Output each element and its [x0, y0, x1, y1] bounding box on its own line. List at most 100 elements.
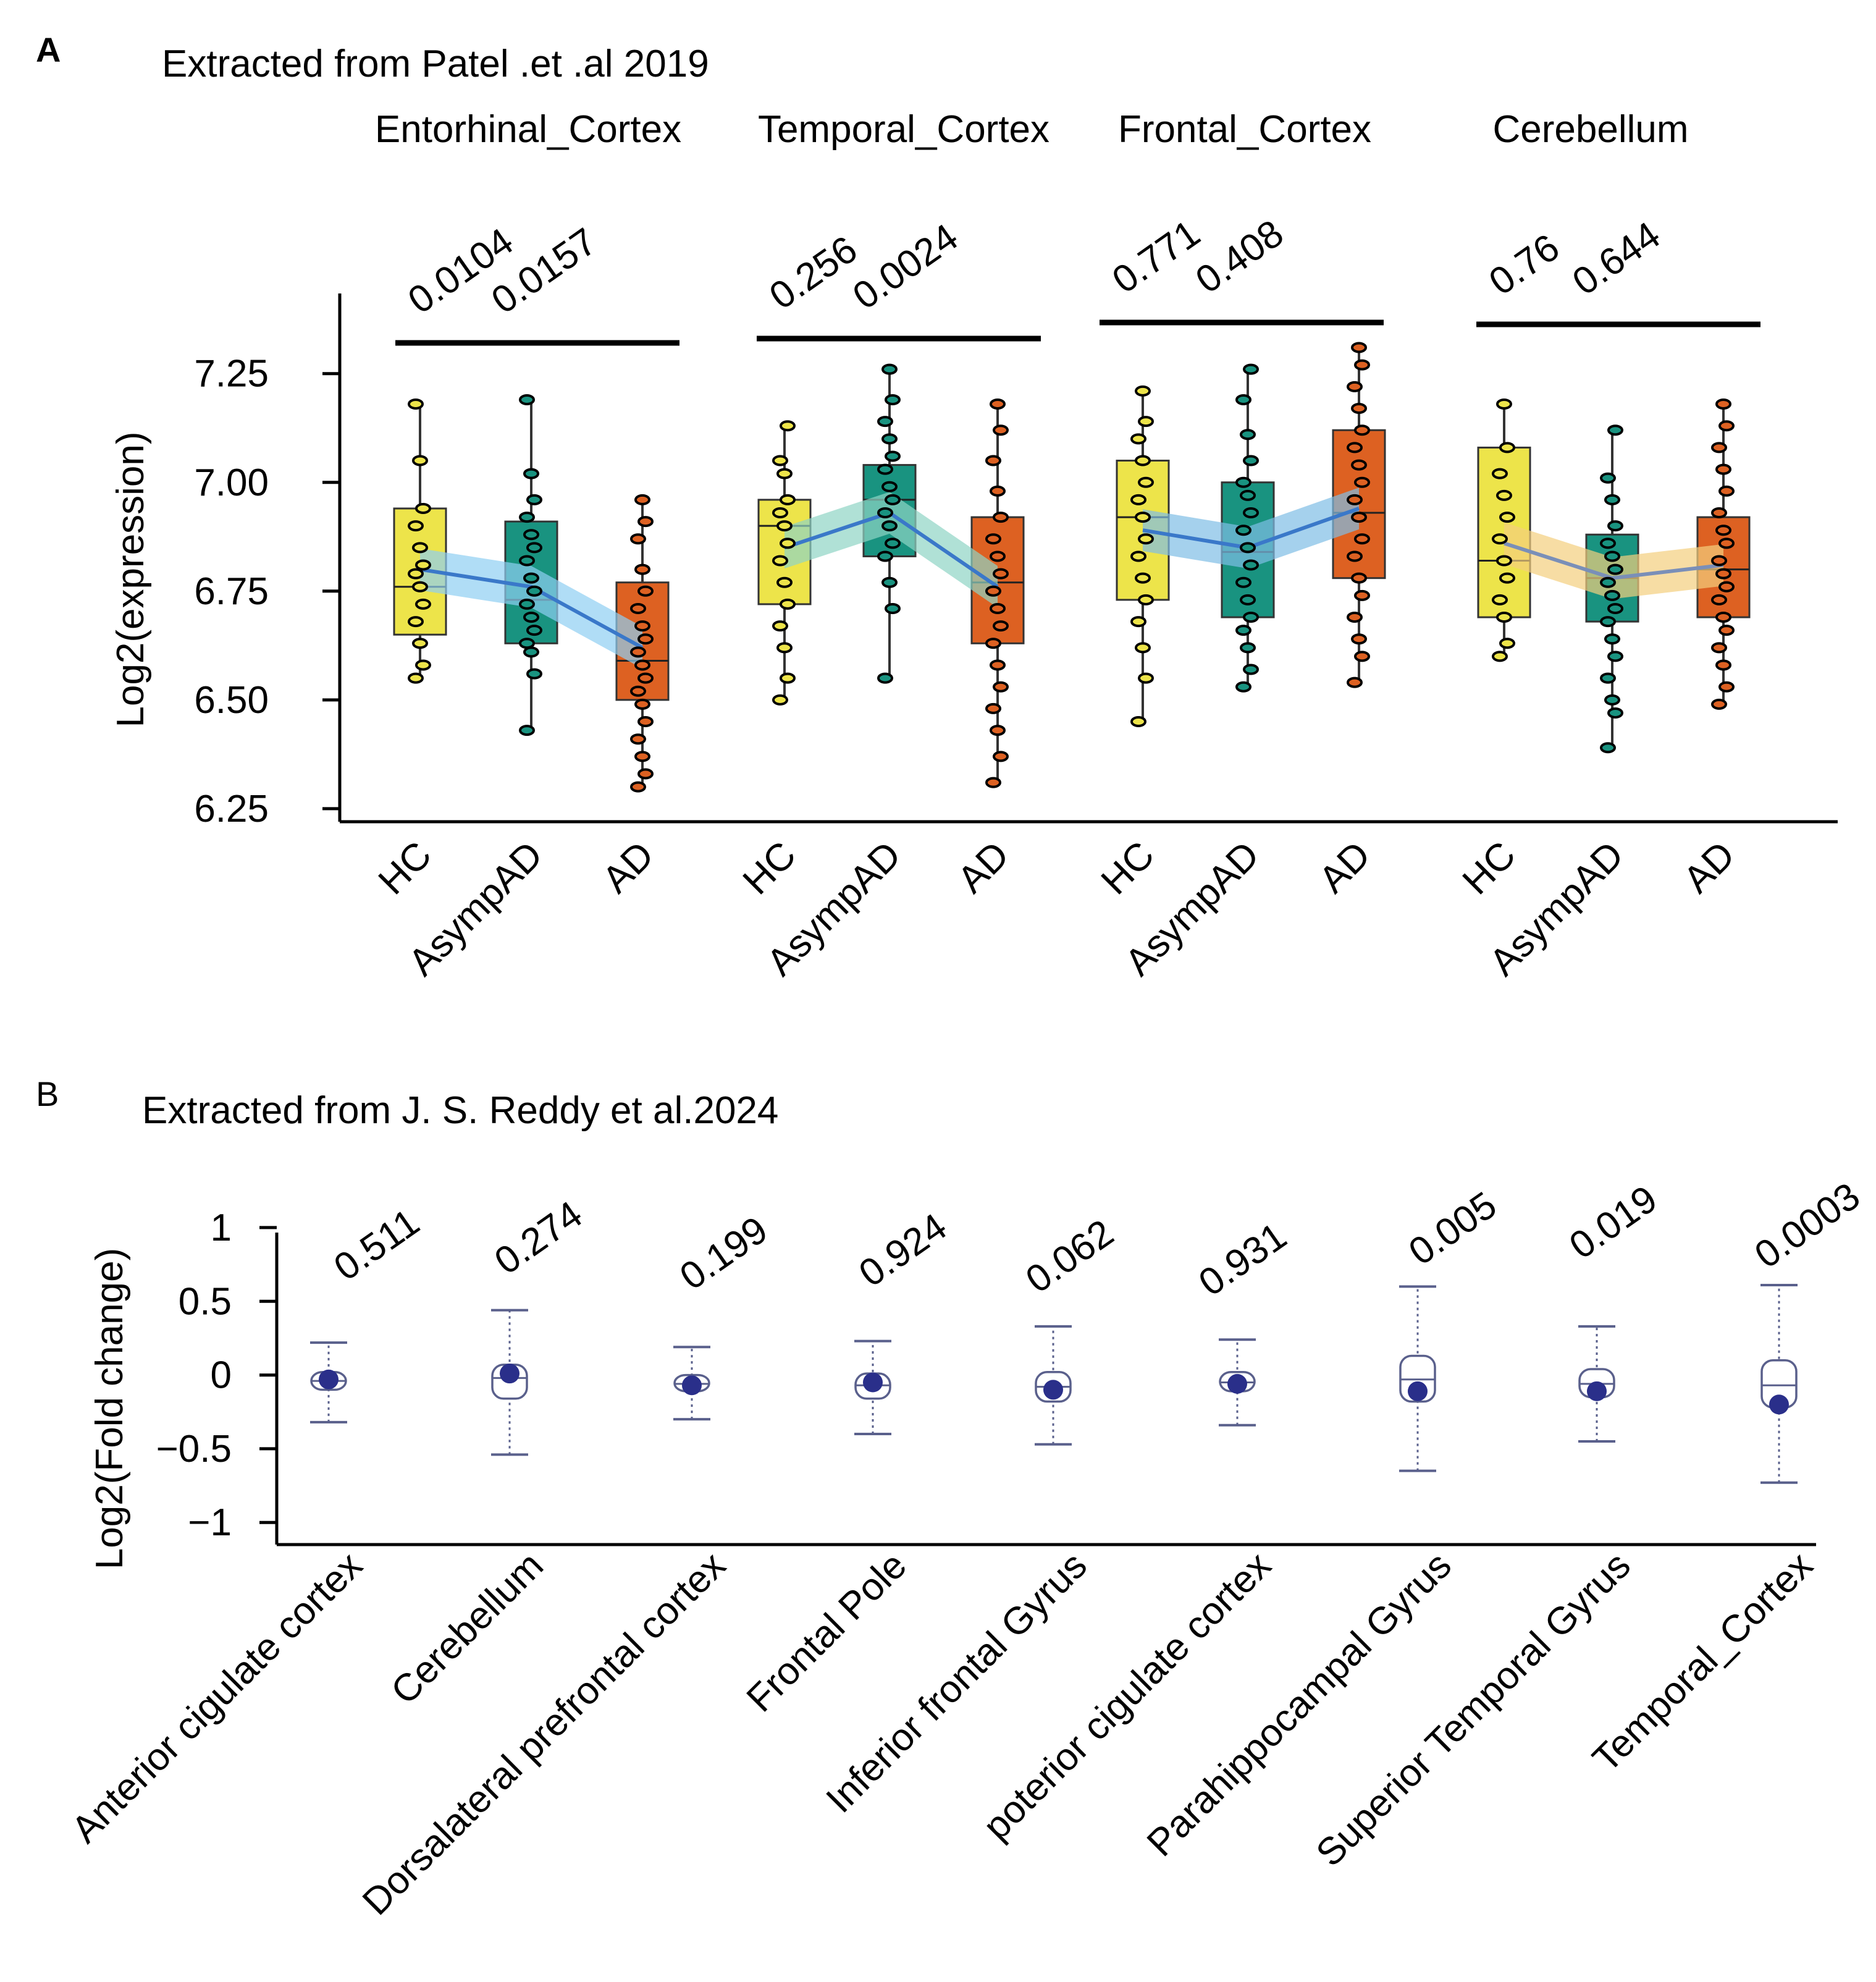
data-point	[885, 450, 901, 462]
p-value-label: 0.771	[1104, 212, 1208, 302]
data-point	[1604, 694, 1620, 706]
data-point	[1711, 698, 1727, 710]
data-point	[1499, 512, 1515, 523]
data-point	[630, 685, 646, 697]
data-point	[1351, 633, 1367, 645]
data-point	[985, 455, 1001, 466]
data-point	[776, 520, 793, 532]
data-point	[780, 494, 796, 505]
data-point	[519, 725, 535, 736]
data-point	[630, 733, 646, 745]
data-point	[1496, 399, 1512, 410]
data-point	[319, 1369, 339, 1390]
x-tick-label: Frontal Pole	[739, 1544, 915, 1720]
data-point	[637, 633, 654, 645]
data-point	[1607, 651, 1623, 662]
data-point	[1243, 455, 1259, 466]
y-tick-label: 6.50	[194, 679, 269, 722]
data-point	[1600, 742, 1616, 754]
data-point	[985, 638, 1001, 649]
panel-a-letter: A	[36, 30, 61, 69]
data-point	[1354, 424, 1370, 436]
data-point	[780, 420, 796, 432]
data-point	[881, 433, 898, 445]
data-point	[772, 555, 788, 567]
data-point	[993, 751, 1009, 762]
p-value-label: 0.931	[1191, 1215, 1294, 1305]
data-point	[776, 576, 793, 588]
data-point	[634, 494, 650, 505]
data-point	[1135, 572, 1151, 584]
p-value-label: 0.0024	[845, 216, 965, 318]
y-tick-label: 1	[211, 1207, 232, 1249]
data-point	[1347, 612, 1363, 623]
data-point	[1138, 416, 1154, 428]
data-point	[877, 416, 893, 428]
x-tick-label: AD	[1311, 833, 1379, 901]
data-point	[408, 399, 424, 410]
data-point	[1718, 681, 1735, 693]
data-point	[500, 1364, 519, 1384]
data-point	[634, 698, 650, 710]
data-point	[415, 503, 431, 514]
data-point	[634, 563, 650, 575]
data-point	[1347, 381, 1363, 392]
data-point	[1600, 472, 1616, 484]
data-point	[877, 507, 893, 519]
x-tick-label: Dorsalateral prefrontal cortex	[355, 1544, 734, 1923]
data-point	[993, 424, 1009, 436]
data-point	[519, 638, 535, 649]
data-point	[1718, 485, 1735, 497]
data-point	[412, 542, 428, 554]
data-point	[630, 646, 646, 658]
data-point	[1711, 642, 1727, 654]
data-point	[1235, 476, 1251, 488]
y-tick-label: −0.5	[156, 1428, 232, 1470]
data-point	[634, 751, 650, 762]
p-value-label: 0.019	[1562, 1178, 1665, 1268]
data-point	[1607, 424, 1623, 436]
region-title: Entorhinal_Cortex	[375, 108, 681, 151]
data-point	[780, 538, 796, 549]
data-point	[990, 659, 1006, 671]
data-point	[1607, 520, 1623, 532]
data-point	[1138, 594, 1154, 605]
data-point	[1715, 659, 1731, 671]
p-value-label: 0.274	[487, 1193, 590, 1283]
trend-band	[784, 492, 998, 608]
p-value-label: 0.76	[1481, 226, 1567, 304]
data-point	[408, 672, 424, 684]
data-point	[1243, 363, 1259, 375]
y-tick-label: −1	[188, 1501, 232, 1544]
data-point	[1711, 442, 1727, 453]
data-point	[630, 533, 646, 545]
data-point	[408, 616, 424, 628]
data-point	[772, 455, 788, 466]
data-point	[1347, 677, 1363, 688]
data-point	[415, 598, 431, 610]
data-point	[885, 394, 901, 405]
data-point	[1492, 594, 1508, 605]
data-point	[637, 672, 654, 684]
data-point	[1354, 651, 1370, 662]
data-point	[1240, 542, 1256, 554]
data-point	[1718, 538, 1735, 549]
data-point	[1235, 525, 1251, 536]
data-point	[1130, 494, 1146, 505]
p-value-label: 0.924	[851, 1205, 954, 1296]
data-point	[1715, 612, 1731, 623]
panel-a-title: Extracted from Patel .et .al 2019	[162, 43, 709, 85]
x-tick-label: AD	[594, 833, 662, 901]
data-point	[1347, 550, 1363, 562]
data-point	[1711, 594, 1727, 605]
y-tick-label: 0.5	[179, 1280, 232, 1323]
data-point	[634, 620, 650, 632]
data-point	[1496, 612, 1512, 623]
data-point	[1243, 507, 1259, 519]
data-point	[1715, 399, 1731, 410]
data-point	[637, 516, 654, 528]
data-point	[1499, 638, 1515, 649]
data-point	[415, 659, 431, 671]
data-point	[1240, 594, 1256, 605]
